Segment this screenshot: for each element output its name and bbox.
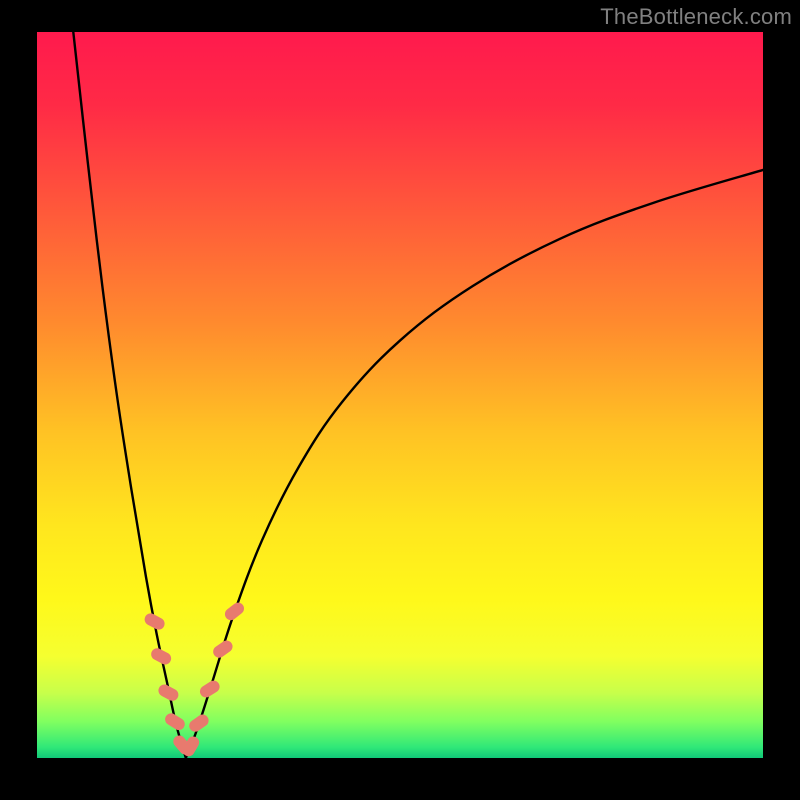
chart-root: TheBottleneck.com	[0, 0, 800, 800]
scatter-marker	[211, 638, 235, 660]
scatter-marker	[223, 600, 247, 622]
watermark-text: TheBottleneck.com	[600, 4, 792, 30]
curve-left-branch	[73, 32, 186, 758]
curve-right-branch	[186, 170, 763, 758]
plot-area	[37, 32, 763, 758]
scatter-marker	[149, 646, 173, 666]
scatter-marker	[187, 712, 211, 734]
scatter-marker	[198, 678, 222, 699]
curve-layer	[37, 32, 763, 758]
